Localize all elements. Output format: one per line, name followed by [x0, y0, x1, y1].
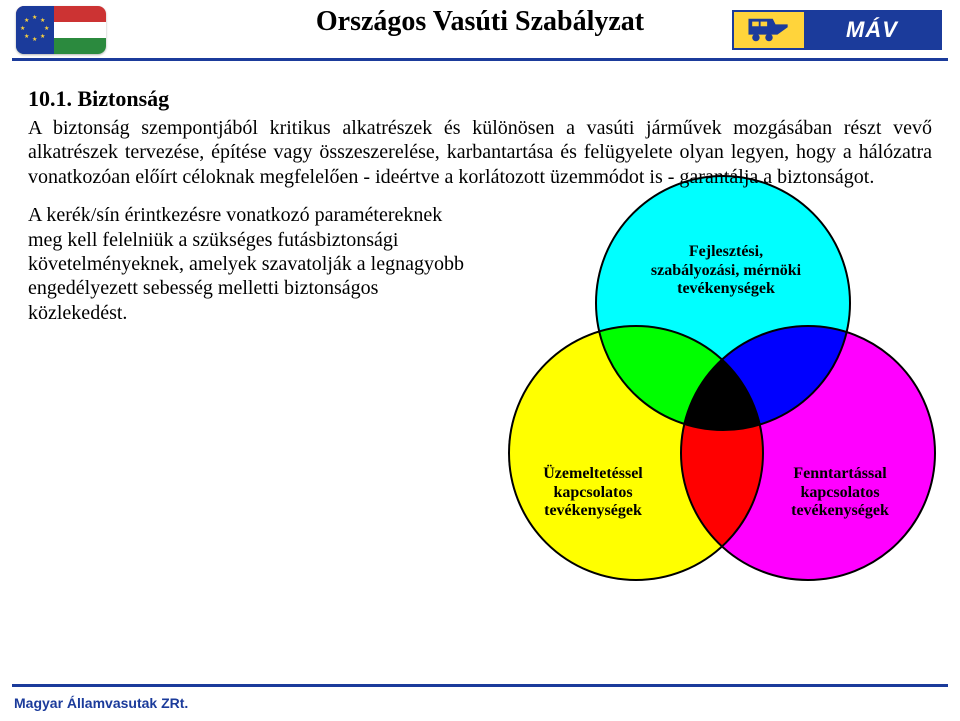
footer-text: Magyar Államvasutak ZRt. [14, 695, 188, 711]
body: 10.1. Biztonság A biztonság szempontjábó… [0, 62, 960, 623]
mav-label: MÁV [804, 17, 940, 43]
footer-divider [12, 684, 948, 687]
section-heading: 10.1. Biztonság [28, 86, 932, 112]
left-column: A kerék/sín érintkezésre vonatkozó param… [28, 203, 468, 623]
two-column-row: A kerék/sín érintkezésre vonatkozó param… [28, 203, 932, 623]
header: ★ ★ ★ ★ ★ ★ ★ ★ Országos Vasúti Szabályz… [0, 0, 960, 62]
right-column: Fejlesztési, szabályozási, mérnöki tevék… [488, 203, 932, 623]
header-divider [12, 58, 948, 61]
mav-badge: MÁV [732, 10, 942, 50]
train-icon-svg [745, 16, 793, 44]
venn-label-top: Fejlesztési, szabályozási, mérnöki tevék… [646, 243, 806, 298]
venn-label-left: Üzemeltetéssel kapcsolatos tevékenységek [528, 465, 658, 520]
venn-label-right: Fenntartással kapcsolatos tevékenységek [770, 465, 910, 520]
venn-circle-right [680, 325, 936, 581]
paragraph-2: A kerék/sín érintkezésre vonatkozó param… [28, 203, 468, 325]
train-icon [734, 12, 804, 48]
venn-diagram: Fejlesztési, szabályozási, mérnöki tevék… [488, 175, 958, 625]
slide-page: ★ ★ ★ ★ ★ ★ ★ ★ Országos Vasúti Szabályz… [0, 0, 960, 721]
